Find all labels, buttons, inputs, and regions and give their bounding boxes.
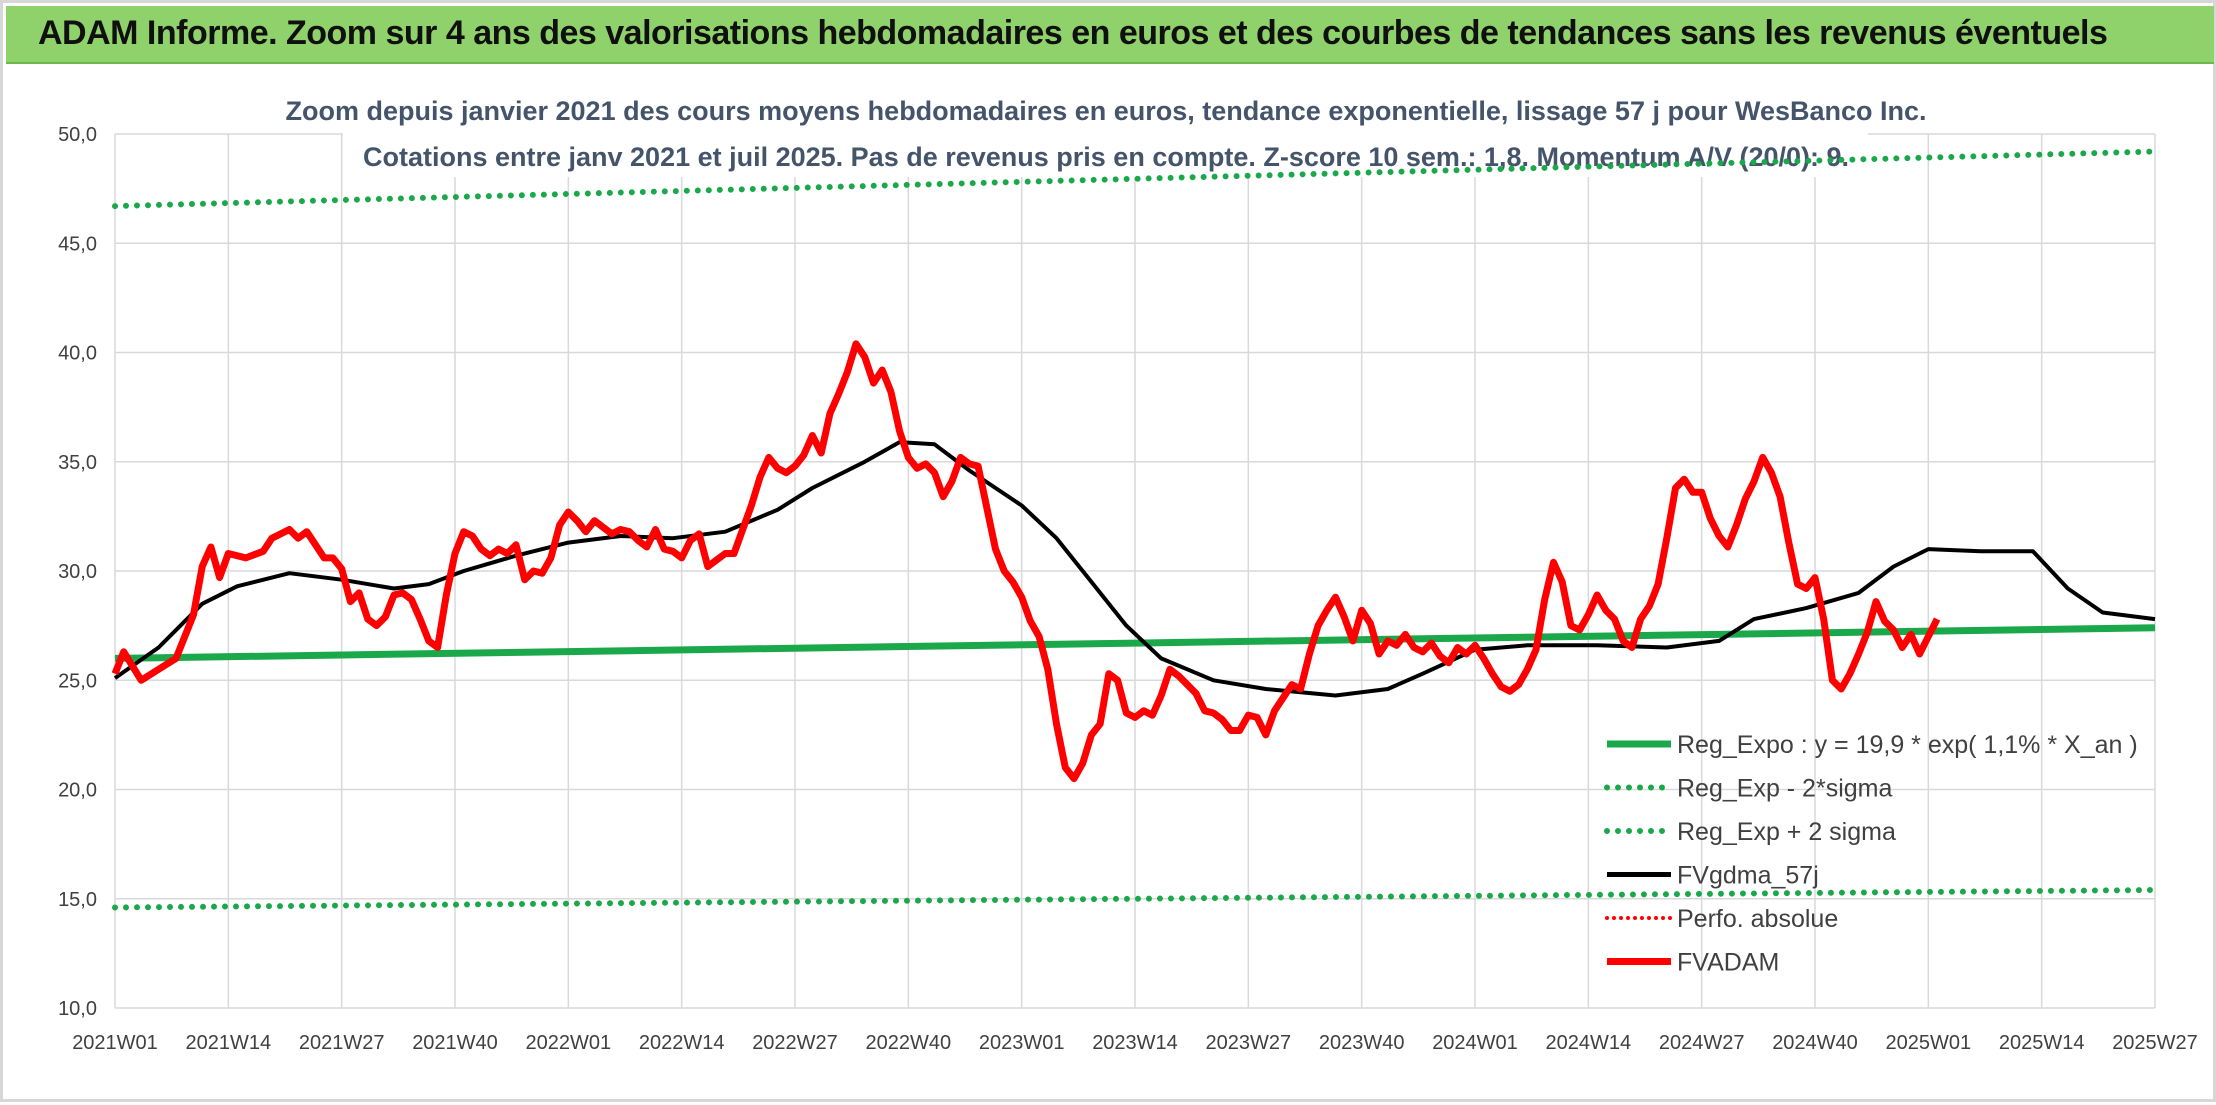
series-line-fvgdma-57j: [113, 440, 2156, 698]
x-tick-label: 2025W14: [1999, 1032, 2085, 1054]
x-tick-label: 2024W14: [1546, 1032, 1632, 1054]
x-tick-label: 2022W40: [866, 1032, 952, 1054]
y-tick-label: 35,0: [58, 452, 97, 474]
x-tick-label: 2021W01: [72, 1032, 158, 1054]
report-banner: ADAM Informe. Zoom sur 4 ans des valoris…: [6, 6, 2214, 64]
x-tick-label: 2025W01: [1886, 1032, 1972, 1054]
report-title: ADAM Informe. Zoom sur 4 ans des valoris…: [38, 14, 2108, 52]
legend-label: FVgdma_57j: [1677, 862, 1819, 890]
series-line-reg-exp-2-sigma: [112, 148, 2158, 210]
legend-label: Reg_Exp - 2*sigma: [1677, 775, 1892, 803]
legend-label: Reg_Expo : y = 19,9 * exp( 1,1% * X_an ): [1677, 731, 2138, 759]
y-tick-label: 40,0: [58, 343, 97, 365]
chart-subtitle: Cotations entre janv 2021 et juil 2025. …: [363, 142, 1849, 172]
x-tick-label: 2023W01: [979, 1032, 1065, 1054]
series-line-reg-expo-y-19-9-exp-1-1-x-an: [114, 624, 2156, 662]
y-tick-label: 30,0: [58, 561, 97, 583]
x-tick-label: 2021W14: [186, 1032, 272, 1054]
y-tick-label: 20,0: [58, 780, 97, 802]
x-tick-label: 2021W40: [412, 1032, 498, 1054]
legend-label: FVADAM: [1677, 949, 1779, 977]
legend-label: Perfo. absolue: [1677, 905, 1838, 933]
y-tick-label: 15,0: [58, 889, 97, 911]
x-tick-label: 2024W01: [1432, 1032, 1518, 1054]
y-tick-label: 25,0: [58, 670, 97, 692]
x-tick-label: 2023W40: [1319, 1032, 1405, 1054]
x-tick-label: 2023W14: [1092, 1032, 1178, 1054]
y-tick-label: 50,0: [58, 124, 97, 146]
y-tick-label: 10,0: [58, 998, 97, 1020]
chart-title: Zoom depuis janvier 2021 des cours moyen…: [285, 96, 1926, 126]
x-tick-label: 2024W27: [1659, 1032, 1745, 1054]
x-tick-label: 2023W27: [1206, 1032, 1292, 1054]
x-tick-label: 2022W14: [639, 1032, 725, 1054]
title-box: [343, 87, 1868, 177]
series-line-reg-exp-2-sigma: [112, 887, 2158, 911]
legend-label: Reg_Exp + 2 sigma: [1677, 818, 1896, 846]
y-tick-label: 45,0: [58, 233, 97, 255]
x-tick-label: 2022W27: [752, 1032, 838, 1054]
x-tick-label: 2021W27: [299, 1032, 385, 1054]
line-chart: 10,0 15,0 20,0 25,0 30,0 35,0 40,0 45,0 50,0 2021…: [58, 87, 2198, 1054]
series-line-fvadam: [111, 340, 1941, 783]
x-tick-label: 2025W27: [2112, 1032, 2198, 1054]
x-tick-label: 2022W01: [526, 1032, 612, 1054]
x-tick-label: 2024W40: [1772, 1032, 1858, 1054]
